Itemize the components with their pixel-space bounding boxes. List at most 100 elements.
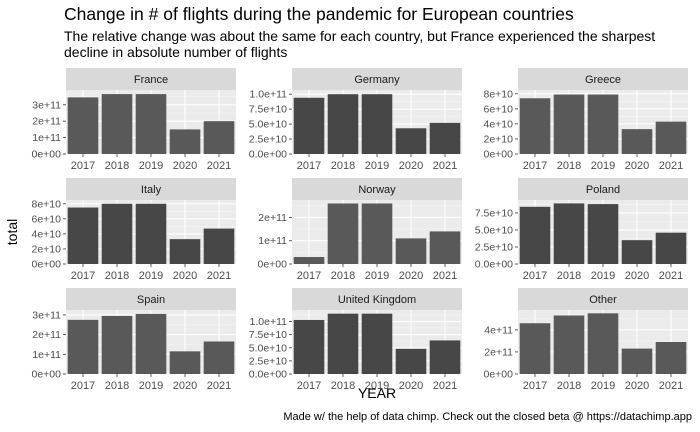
bar-spain-2021	[203, 341, 235, 374]
y-tick-label: 1e+11	[258, 235, 287, 247]
facet-label-united-kingdom: United Kingdom	[338, 294, 416, 306]
x-tick-label: 2021	[433, 160, 457, 172]
x-tick-label: 2020	[173, 270, 197, 282]
bar-other-2017	[519, 323, 551, 374]
bar-united-kingdom-2021	[429, 340, 461, 374]
y-tick-label: 1e+11	[32, 349, 61, 361]
y-tick-label: 0.0e+00	[249, 149, 287, 161]
y-tick-label: 8e+10	[32, 198, 62, 210]
facet-strip-italy	[66, 178, 236, 200]
bar-united-kingdom-2019	[361, 313, 393, 374]
facet-label-greece: Greece	[585, 74, 621, 86]
bar-germany-2017	[293, 97, 325, 154]
bar-spain-2017	[67, 319, 99, 374]
y-tick-label: 3e+11	[32, 309, 61, 321]
bar-spain-2018	[101, 315, 133, 374]
x-tick-label: 2018	[331, 380, 355, 392]
x-tick-label: 2020	[173, 380, 197, 392]
bar-france-2020	[169, 129, 201, 154]
facet-strip-united-kingdom	[292, 288, 462, 310]
y-tick-label: 0e+00	[258, 259, 288, 271]
y-tick-label: 5.0e+10	[475, 224, 513, 236]
x-tick-label: 2017	[297, 380, 321, 392]
facet-label-italy: Italy	[141, 184, 162, 196]
facet-label-poland: Poland	[586, 184, 620, 196]
y-tick-label: 7.5e+10	[475, 207, 513, 219]
x-tick-label: 2017	[71, 270, 95, 282]
y-tick-label: 0e+00	[484, 369, 514, 381]
bar-france-2021	[203, 121, 235, 154]
bar-poland-2020	[621, 240, 653, 264]
x-tick-label: 2019	[591, 270, 615, 282]
x-tick-label: 2018	[105, 270, 129, 282]
y-tick-label: 1.0e+11	[250, 316, 288, 328]
x-tick-label: 2018	[105, 380, 129, 392]
x-tick-label: 2020	[625, 270, 649, 282]
bar-italy-2018	[101, 203, 133, 264]
bar-greece-2017	[519, 98, 551, 154]
x-tick-label: 2019	[365, 160, 389, 172]
facet-strip-greece	[518, 68, 688, 90]
x-tick-label: 2021	[659, 380, 683, 392]
x-tick-label: 2019	[139, 380, 163, 392]
x-tick-label: 2017	[71, 380, 95, 392]
x-tick-label: 2021	[207, 160, 231, 172]
bar-italy-2021	[203, 228, 235, 264]
bar-norway-2019	[361, 203, 393, 264]
x-tick-label: 2021	[659, 270, 683, 282]
x-tick-label: 2018	[331, 270, 355, 282]
chart-title: Change in # of flights during the pandem…	[64, 4, 574, 24]
y-tick-label: 7.5e+10	[249, 104, 287, 116]
x-tick-label: 2017	[523, 270, 547, 282]
x-tick-label: 2018	[557, 270, 581, 282]
x-tick-label: 2019	[365, 270, 389, 282]
bar-spain-2019	[135, 313, 167, 374]
facet-label-france: France	[134, 74, 168, 86]
y-tick-label: 2e+11	[32, 329, 61, 341]
x-tick-label: 2018	[557, 160, 581, 172]
bar-other-2020	[621, 348, 653, 374]
x-tick-label: 2020	[399, 380, 423, 392]
bar-italy-2017	[67, 207, 99, 264]
bar-norway-2017	[293, 257, 325, 264]
x-tick-label: 2017	[523, 380, 547, 392]
y-tick-label: 0e+00	[484, 149, 514, 161]
y-tick-label: 2e+10	[484, 133, 514, 145]
x-tick-label: 2018	[105, 160, 129, 172]
x-tick-label: 2017	[523, 160, 547, 172]
y-tick-label: 4e+10	[484, 118, 514, 130]
bar-united-kingdom-2017	[293, 319, 325, 374]
x-tick-label: 2019	[139, 270, 163, 282]
facet-strip-poland	[518, 178, 688, 200]
facet-label-germany: Germany	[354, 74, 400, 86]
x-tick-label: 2020	[173, 160, 197, 172]
y-tick-label: 2e+11	[258, 212, 287, 224]
y-tick-label: 5.0e+10	[249, 342, 287, 354]
x-tick-label: 2018	[557, 380, 581, 392]
bar-norway-2018	[327, 203, 359, 264]
y-tick-label: 0e+00	[32, 369, 62, 381]
facet-strip-norway	[292, 178, 462, 200]
bar-greece-2018	[553, 94, 585, 154]
bar-france-2019	[135, 94, 167, 154]
y-tick-label: 2e+10	[32, 243, 62, 255]
x-tick-label: 2020	[625, 380, 649, 392]
facet-strip-germany	[292, 68, 462, 90]
x-tick-label: 2020	[399, 270, 423, 282]
bar-other-2018	[553, 315, 585, 374]
bar-italy-2020	[169, 239, 201, 264]
x-tick-label: 2021	[433, 380, 457, 392]
x-tick-label: 2019	[139, 160, 163, 172]
facet-label-other: Other	[589, 294, 617, 306]
x-tick-label: 2019	[591, 160, 615, 172]
y-tick-label: 2.5e+10	[249, 134, 287, 146]
bar-norway-2020	[395, 238, 427, 264]
x-tick-label: 2019	[591, 380, 615, 392]
bar-other-2019	[587, 313, 619, 374]
facet-strip-france	[66, 68, 236, 90]
y-tick-label: 0e+00	[32, 149, 62, 161]
y-tick-label: 0e+00	[32, 259, 62, 271]
x-tick-label: 2017	[71, 160, 95, 172]
x-tick-label: 2021	[207, 270, 231, 282]
